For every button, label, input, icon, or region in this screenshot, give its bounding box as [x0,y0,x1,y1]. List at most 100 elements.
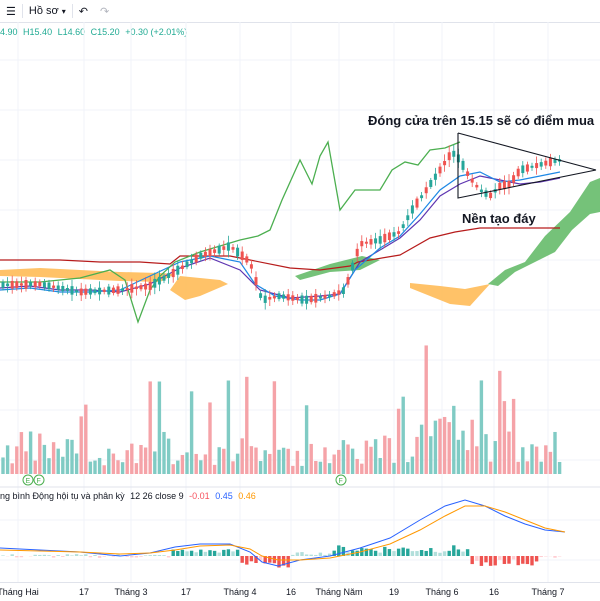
macd-histogram-bar [429,548,432,556]
macd-histogram-bar [498,556,501,560]
candle-body [388,232,391,240]
macd-value-signal: 0.46 [238,491,256,501]
volume-bar [333,455,336,474]
macd-name: ng bình Động hội tụ và phân kỳ [0,491,125,501]
candle-body [195,255,198,263]
volume-bar [47,458,50,474]
volume-bar [195,454,198,474]
candle-body [227,242,230,250]
volume-bar [314,461,317,474]
volume-bar [227,381,230,474]
candle-body [89,288,92,294]
macd-histogram-bar [383,547,386,556]
macd-histogram-bar [75,554,78,556]
volume-bar [402,397,405,474]
volume-bar [530,444,533,474]
volume-bar [429,436,432,474]
candle-body [250,264,253,268]
macd-histogram-bar [489,556,492,566]
volume-bar [383,436,386,474]
candlestick-series [2,145,562,310]
candle-body [342,287,345,294]
cloud-bear-segment [410,283,490,306]
macd-histogram-bar [406,549,409,556]
volume-bar [57,449,60,474]
candle-body [149,282,152,290]
macd-histogram-bar [89,556,92,557]
volume-bar [374,439,377,474]
volume-bar [34,461,37,474]
volume-bar [24,451,27,474]
candle-body [540,162,543,166]
candle-body [117,286,120,294]
macd-histogram-bar [471,556,474,564]
volume-bar [420,425,423,474]
volume-bar [70,440,73,474]
candle-body [15,281,18,288]
volume-bar [521,447,524,474]
candle-body [144,284,147,290]
macd-histogram-bar [34,555,37,556]
volume-bar [264,450,267,474]
candle-body [498,183,501,190]
candle-body [121,288,124,291]
volume-bar [61,457,64,474]
volume-bar [103,465,106,474]
macd-histogram-bar [190,551,193,556]
macd-histogram-bar [466,549,469,556]
candle-body [153,279,156,288]
volume-bar [356,459,359,474]
candle-body [140,285,143,289]
volume-bar [517,462,520,474]
macd-histogram-bar [231,551,234,556]
macd-histogram-bar [139,556,142,557]
candle-body [512,175,515,183]
macd-histogram-bar [268,556,271,563]
candle-body [241,252,244,260]
time-axis-label: Tháng 4 [223,587,256,597]
time-axis-label: 16 [489,587,499,597]
macd-histogram-bar [425,551,428,556]
macd-histogram-bar [319,553,322,556]
candle-body [268,297,271,300]
volume-bar [328,463,331,474]
volume-bar [135,463,138,474]
volume-bar [121,462,124,474]
volume-bar [319,462,322,474]
volume-bar [360,464,363,474]
volume-bar [392,463,395,474]
macd-histogram-bar [448,551,451,556]
macd-histogram-bar [379,553,382,556]
candle-body [531,166,534,168]
candle-body [475,185,478,187]
volume-bar [475,446,478,474]
candle-body [245,256,248,262]
macd-histogram-bar [553,556,556,558]
volume-bar [379,458,382,474]
volume-bar [287,449,290,474]
macd-histogram-bar [181,550,184,556]
macd-histogram-bar [503,556,506,564]
macd-histogram-bar [480,556,483,566]
candle-body [416,199,419,208]
volume-bar [544,445,547,474]
macd-histogram-bar [540,556,543,557]
candle-body [199,253,202,259]
volume-bar [190,391,193,474]
volume-bar [461,431,464,474]
candle-body [264,296,267,303]
macd-histogram-bar [507,556,510,564]
volume-bar [498,371,501,474]
candle-body [393,232,396,236]
volume-bar [176,461,179,474]
time-axis-label: Tháng Hai [0,587,39,597]
volume-bar [139,445,142,474]
macd-histogram-bar [38,555,41,556]
macd-histogram-bar [47,555,50,556]
macd-histogram-bar [149,555,152,556]
volume-bar [277,450,280,474]
volume-bar [204,454,207,474]
volume-bar [438,419,441,474]
macd-legend: ng bình Động hội tụ và phân kỳ 12 26 clo… [0,491,259,501]
